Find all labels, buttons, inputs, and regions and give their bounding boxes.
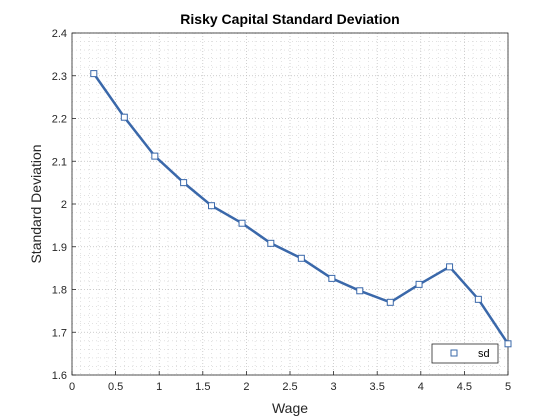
y-tick-label: 2 — [61, 199, 67, 211]
x-tick-label: 3.5 — [370, 381, 385, 393]
data-point-marker — [356, 287, 364, 295]
x-tick-label: 3 — [331, 381, 337, 393]
data-point-marker — [151, 152, 159, 160]
data-point-marker — [474, 295, 482, 303]
x-tick-label: 4.5 — [457, 381, 472, 393]
y-axis-ticks: 1.6 1.7 1.8 1.9 2 2.1 2.2 2.3 2.4 — [52, 28, 76, 382]
x-axis-ticks: 0 0.5 1 1.5 2 2.5 3 3.5 4 4.5 5 — [69, 371, 511, 393]
legend: sd — [431, 343, 499, 364]
data-point-marker — [446, 263, 454, 271]
y-tick-label: 2.2 — [52, 114, 67, 126]
chart-title: Risky Capital Standard Deviation — [180, 11, 399, 27]
x-tick-label: 1 — [156, 381, 162, 393]
x-tick-label: 0 — [69, 381, 75, 393]
y-tick-label: 1.6 — [52, 370, 67, 382]
data-point-marker — [504, 340, 512, 348]
data-point-marker — [267, 239, 275, 247]
y-tick-label: 2.4 — [52, 28, 67, 40]
x-tick-label: 2.5 — [282, 381, 297, 393]
legend-marker-square — [450, 349, 458, 357]
legend-box — [431, 343, 499, 364]
data-point-marker — [208, 202, 216, 210]
data-point-marker — [297, 254, 305, 262]
data-point-marker — [120, 113, 128, 121]
y-tick-label: 1.8 — [52, 285, 67, 297]
y-tick-label: 1.9 — [52, 242, 67, 254]
data-point-marker — [415, 280, 423, 288]
minor-grid — [72, 33, 508, 375]
data-point-marker — [386, 298, 394, 306]
data-point-marker — [90, 70, 98, 78]
y-tick-label: 2.3 — [52, 71, 67, 83]
data-point-marker — [238, 219, 246, 227]
y-axis-label: Standard Deviation — [28, 144, 44, 263]
x-tick-label: 5 — [505, 381, 511, 393]
x-tick-label: 0.5 — [108, 381, 123, 393]
y-tick-label: 2.1 — [52, 156, 67, 168]
legend-label-sd: sd — [478, 348, 490, 360]
x-tick-label: 2 — [243, 381, 249, 393]
data-point-marker — [180, 179, 188, 187]
y-tick-label: 1.7 — [52, 327, 67, 339]
data-point-marker — [328, 274, 336, 282]
x-tick-label: 4 — [418, 381, 424, 393]
x-axis-label: Wage — [272, 400, 308, 416]
series-layer — [90, 70, 512, 348]
x-tick-label: 1.5 — [195, 381, 210, 393]
